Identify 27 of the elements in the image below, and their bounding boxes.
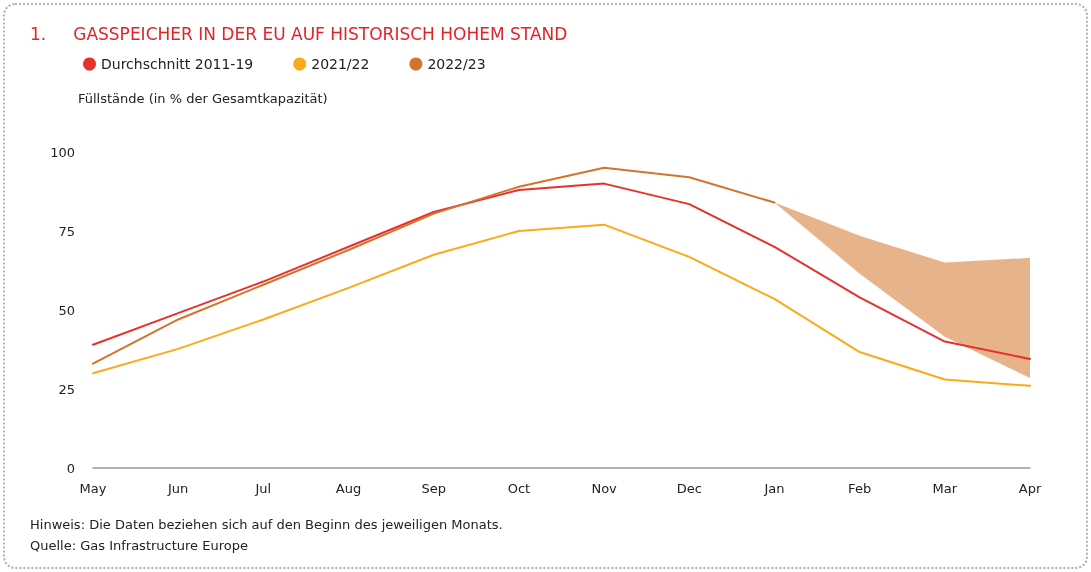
source-note: Quelle: Gas Infrastructure Europe (30, 538, 248, 553)
x-tick-label: Mar (932, 481, 958, 496)
x-tick-label: Jan (763, 481, 785, 496)
x-tick-label: Sep (421, 481, 446, 496)
line-series (92, 182, 1031, 360)
x-tick-label: May (79, 481, 107, 496)
line-series (92, 166, 776, 365)
y-tick-label: 100 (50, 144, 75, 160)
x-tick-label: Feb (848, 481, 872, 496)
legend-label: 2022/23 (427, 56, 486, 72)
y-tick-label: 25 (58, 381, 75, 397)
x-tick-label: Jun (167, 481, 189, 496)
chart-title: 1. GASSPEICHER IN DER EU AUF HISTORISCH HOHEM STAND (30, 23, 568, 44)
x-tick-label: Aug (335, 481, 362, 496)
x-tick-label: Apr (1018, 481, 1042, 496)
x-tick-label: Jul (254, 481, 272, 496)
text: Hinweis: Die Daten beziehen sich auf den Beginn des jeweiligen Monats. (30, 517, 503, 532)
y-tick-label: 0 (66, 460, 75, 476)
x-tick-label: Oct (507, 481, 531, 496)
legend-label: 2021/22 (311, 56, 370, 72)
x-tick-label: Dec (676, 481, 702, 496)
y-tick-label: 75 (58, 223, 75, 239)
y-tick-label: 50 (58, 302, 75, 318)
legend-label: Durchschnitt 2011-19 (101, 56, 254, 72)
line-series (92, 223, 1031, 387)
x-tick-label: Nov (591, 481, 618, 496)
y-axis-title: Füllstände (in % der Gesamtkapazität) (78, 91, 328, 106)
